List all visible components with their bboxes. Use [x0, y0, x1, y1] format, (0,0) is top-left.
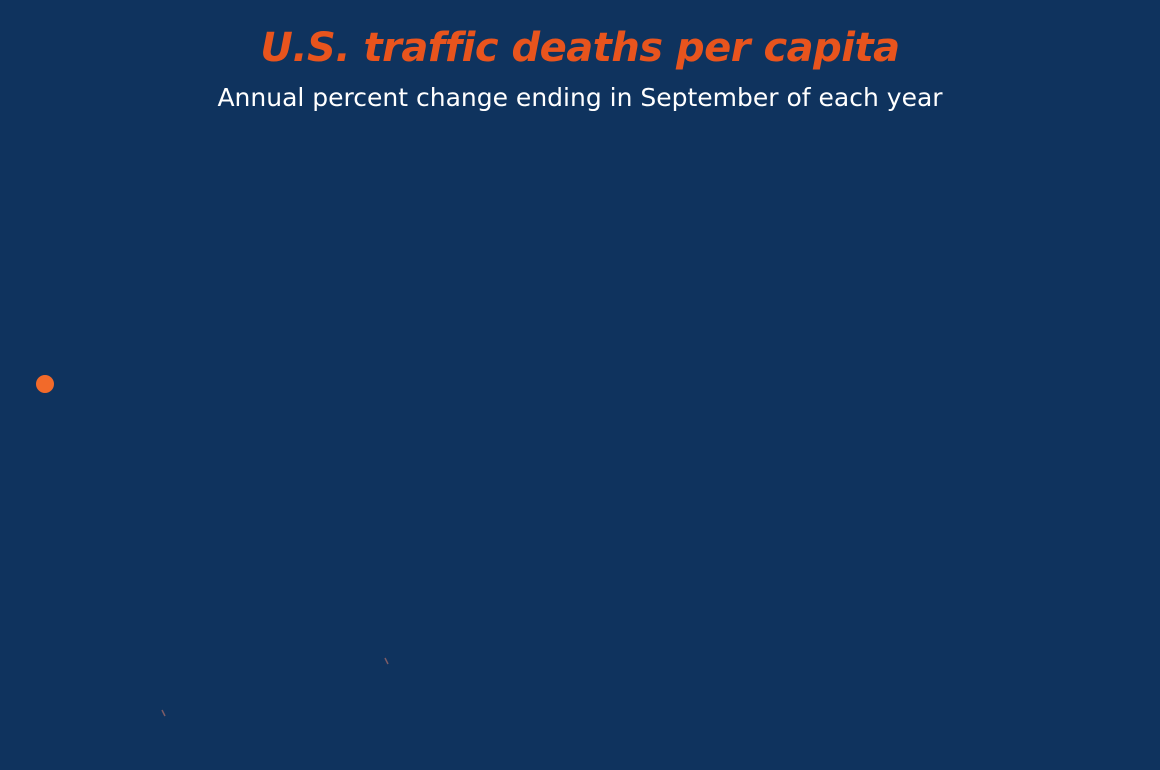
stray-mark [384, 657, 389, 665]
chart-subtitle: Annual percent change ending in Septembe… [217, 83, 943, 112]
data-point-marker [36, 375, 54, 393]
chart-title: U.S. traffic deaths per capita [260, 25, 900, 71]
stray-mark [161, 709, 166, 717]
